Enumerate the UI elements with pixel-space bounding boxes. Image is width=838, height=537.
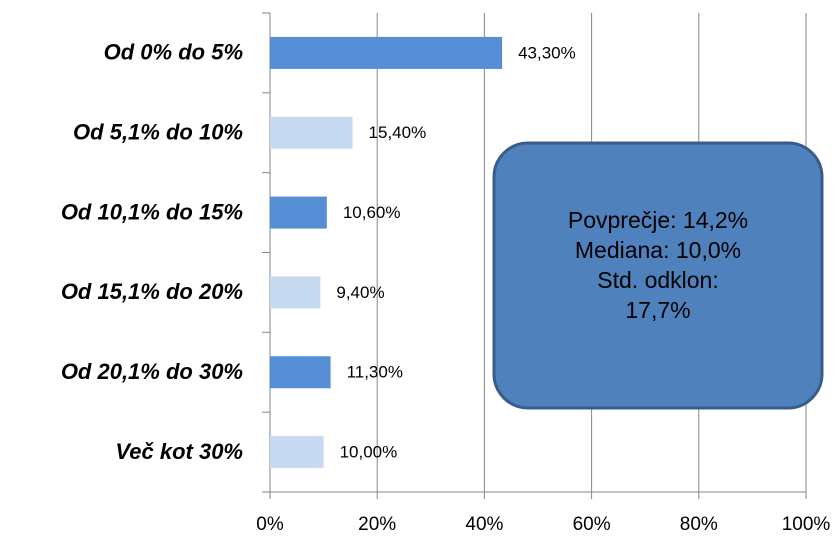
annotation-text: Povprečje: 14,2% [568, 207, 748, 233]
bar [270, 196, 327, 229]
bar [270, 116, 353, 149]
value-label: 10,00% [340, 443, 398, 462]
value-label: 15,40% [369, 123, 427, 142]
category-label: Več kot 30% [115, 439, 243, 464]
bar [270, 36, 503, 69]
bar [270, 276, 321, 309]
value-label: 9,40% [336, 283, 384, 302]
value-label: 10,60% [343, 203, 401, 222]
value-label: 11,30% [347, 363, 403, 382]
x-tick-label: 0% [256, 514, 284, 535]
value-label: 43,30% [518, 43, 576, 62]
category-label: Od 15,1% do 20% [61, 279, 243, 304]
x-tick-label: 60% [573, 514, 611, 535]
x-tick-label: 80% [680, 514, 718, 535]
category-label: Od 10,1% do 15% [61, 199, 243, 224]
annotation-text: Std. odklon: [597, 267, 718, 293]
bar [270, 436, 324, 469]
x-tick-label: 20% [358, 514, 396, 535]
category-label: Od 20,1% do 30% [61, 359, 243, 384]
annotation-text: Mediana: 10,0% [575, 237, 741, 263]
annotation-box [492, 141, 824, 410]
annotation-text: 17,7% [625, 297, 690, 323]
category-label: Od 0% do 5% [104, 40, 243, 65]
x-tick-label: 100% [782, 514, 831, 535]
x-tick-label: 40% [465, 514, 503, 535]
bar [270, 356, 331, 389]
category-label: Od 5,1% do 10% [73, 120, 243, 145]
